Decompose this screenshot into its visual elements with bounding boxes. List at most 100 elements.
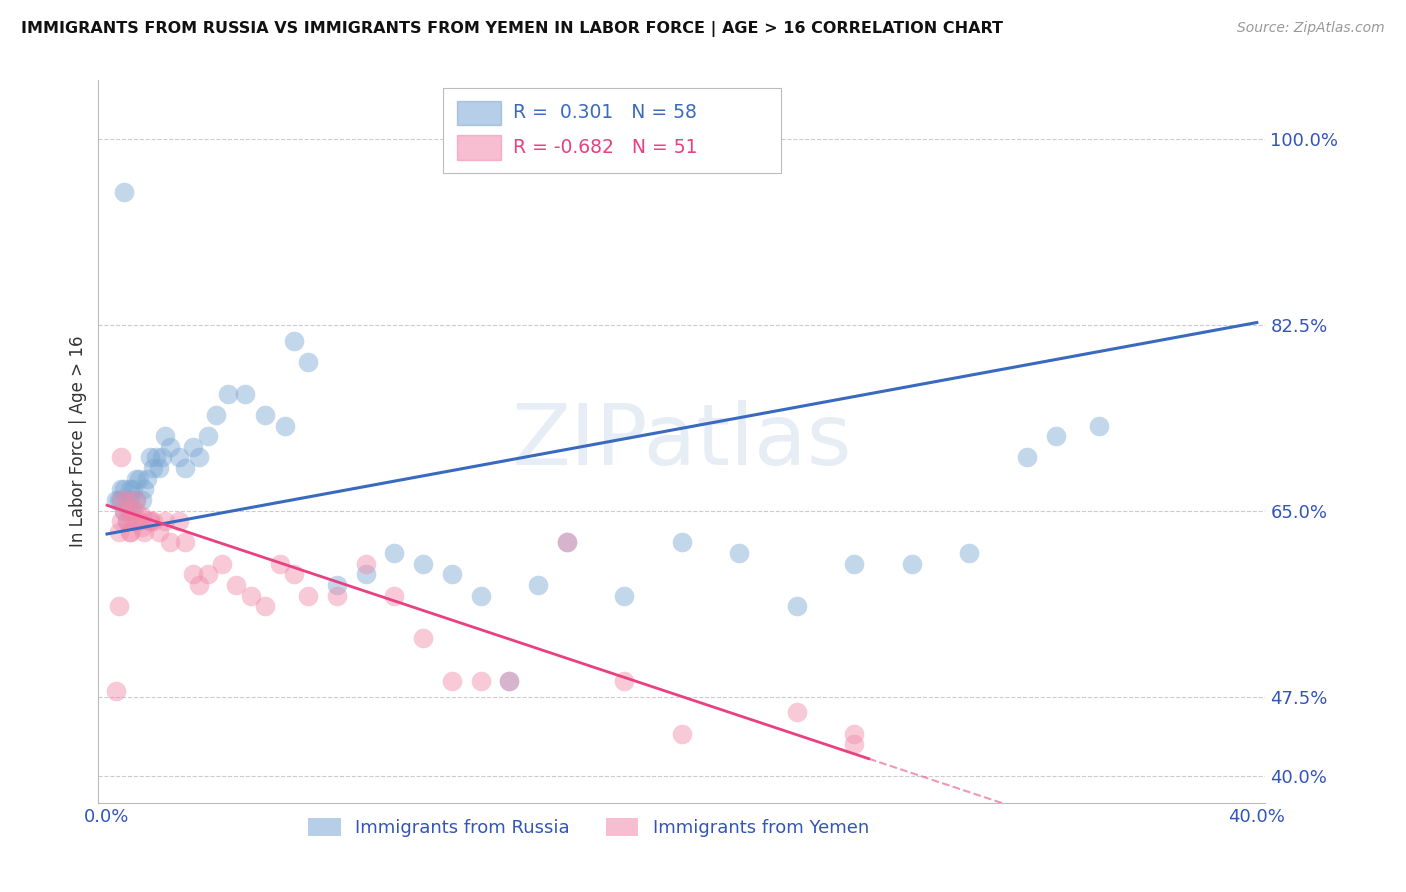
FancyBboxPatch shape [443, 87, 782, 173]
Point [901, 557, 924, 571]
Point [115, 493, 138, 508]
Point [957, 546, 980, 560]
Point [104, 493, 127, 508]
Point [125, 514, 148, 528]
Point [122, 503, 145, 517]
Point [297, 355, 319, 369]
Point [205, 408, 228, 422]
FancyBboxPatch shape [457, 101, 501, 125]
Point [159, 440, 181, 454]
Point [211, 557, 233, 571]
Point [136, 472, 159, 486]
Point [181, 440, 204, 454]
Point [555, 535, 578, 549]
Point [110, 493, 132, 508]
Point [217, 386, 239, 401]
Point [412, 557, 434, 571]
Point [122, 483, 145, 497]
Y-axis label: In Labor Force | Age > 16: In Labor Force | Age > 16 [69, 335, 87, 548]
Point [188, 578, 211, 592]
Point [122, 514, 145, 528]
Point [1087, 418, 1109, 433]
Point [173, 535, 195, 549]
Point [139, 514, 162, 528]
Point [274, 418, 297, 433]
Point [150, 450, 173, 465]
Point [613, 673, 636, 688]
Text: Source: ZipAtlas.com: Source: ZipAtlas.com [1237, 21, 1385, 36]
Point [112, 185, 135, 199]
Point [112, 483, 135, 497]
Point [326, 589, 349, 603]
Point [384, 546, 406, 560]
Point [125, 472, 148, 486]
Point [153, 514, 176, 528]
Point [283, 567, 305, 582]
Point [1015, 450, 1038, 465]
Point [131, 519, 153, 533]
Point [107, 599, 129, 614]
Point [139, 514, 162, 528]
Point [131, 508, 153, 523]
FancyBboxPatch shape [457, 136, 501, 160]
Point [125, 493, 148, 508]
Point [197, 429, 219, 443]
Point [128, 514, 150, 528]
Point [440, 673, 463, 688]
Point [167, 450, 190, 465]
Point [613, 589, 636, 603]
Point [181, 567, 204, 582]
Point [153, 429, 176, 443]
Point [728, 546, 751, 560]
Point [142, 461, 165, 475]
Text: ZIPatlas: ZIPatlas [512, 400, 852, 483]
Point [786, 599, 808, 614]
Point [128, 472, 150, 486]
Legend: Immigrants from Russia, Immigrants from Yemen: Immigrants from Russia, Immigrants from … [301, 811, 876, 845]
Point [115, 514, 138, 528]
Point [107, 493, 129, 508]
Point [555, 535, 578, 549]
Point [115, 493, 138, 508]
Point [107, 524, 129, 539]
Point [1045, 429, 1067, 443]
Point [326, 578, 349, 592]
Point [118, 524, 141, 539]
Point [112, 503, 135, 517]
Point [188, 450, 211, 465]
Point [110, 493, 132, 508]
Point [470, 589, 492, 603]
Point [498, 673, 520, 688]
Point [118, 503, 141, 517]
Point [470, 673, 492, 688]
Point [297, 589, 319, 603]
Point [142, 514, 165, 528]
Point [159, 535, 181, 549]
Point [134, 483, 156, 497]
Point [167, 514, 190, 528]
Point [671, 535, 693, 549]
Point [125, 493, 148, 508]
Point [118, 493, 141, 508]
Point [131, 493, 153, 508]
Point [844, 557, 866, 571]
Point [354, 557, 377, 571]
Point [844, 727, 866, 741]
Point [225, 578, 247, 592]
Point [283, 334, 305, 348]
Point [671, 727, 693, 741]
Text: R = -0.682   N = 51: R = -0.682 N = 51 [513, 138, 697, 157]
Point [233, 386, 256, 401]
Point [498, 673, 520, 688]
Point [145, 450, 167, 465]
Point [239, 589, 262, 603]
Point [148, 461, 170, 475]
Text: IMMIGRANTS FROM RUSSIA VS IMMIGRANTS FROM YEMEN IN LABOR FORCE | AGE > 16 CORREL: IMMIGRANTS FROM RUSSIA VS IMMIGRANTS FRO… [21, 21, 1002, 37]
Point [354, 567, 377, 582]
Point [254, 408, 277, 422]
Point [254, 599, 277, 614]
Point [125, 503, 148, 517]
Point [197, 567, 219, 582]
Point [786, 706, 808, 720]
Point [112, 503, 135, 517]
